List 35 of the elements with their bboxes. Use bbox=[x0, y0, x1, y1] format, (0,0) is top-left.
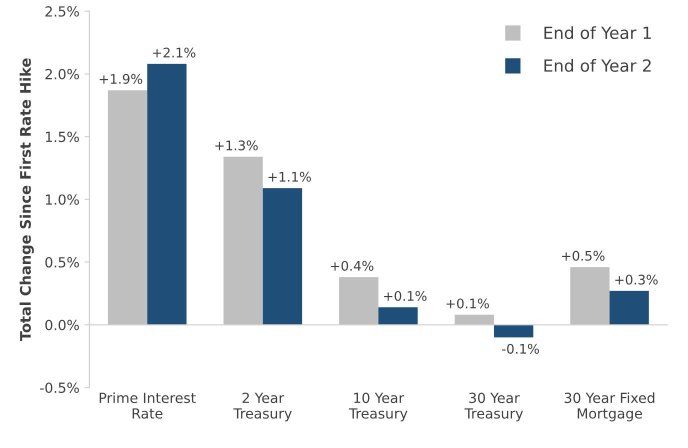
y-tick-label: 0.0% bbox=[45, 320, 79, 330]
data-label: +2.1% bbox=[152, 48, 196, 58]
bar bbox=[339, 277, 378, 325]
y-axis-title: Total Change Since First Rate Hike bbox=[20, 58, 34, 342]
data-label: +0.4% bbox=[330, 260, 374, 271]
data-label: +1.3% bbox=[215, 140, 258, 150]
data-label: +1.9% bbox=[100, 74, 142, 84]
bar bbox=[454, 314, 494, 325]
bar bbox=[494, 324, 534, 338]
data-label: +0.3% bbox=[615, 274, 658, 285]
x-tick-label: 10 Year Treasury bbox=[348, 392, 408, 422]
bar bbox=[108, 90, 148, 325]
data-label: -0.1% bbox=[502, 344, 539, 354]
bar bbox=[147, 64, 187, 325]
data-label: +0.1% bbox=[446, 298, 489, 308]
data-label: +1.1% bbox=[268, 172, 311, 182]
legend-label: End of Year 1 bbox=[544, 26, 651, 40]
bar bbox=[378, 307, 418, 325]
bar bbox=[224, 156, 263, 325]
y-tick-label: 1.5% bbox=[46, 132, 79, 142]
bar bbox=[570, 267, 610, 325]
x-tick-label: 30 Year Treasury bbox=[464, 392, 523, 422]
y-tick-label: 1.0% bbox=[46, 194, 79, 205]
x-tick-label: 30 Year Fixed Mortgage bbox=[564, 392, 654, 422]
data-label: +0.1% bbox=[384, 290, 427, 301]
bar bbox=[610, 290, 649, 325]
x-tick-label: Prime Interest Rate bbox=[100, 392, 196, 419]
y-tick-label: 2.0% bbox=[45, 68, 79, 80]
x-tick-label: 2 Year Treasury bbox=[233, 392, 292, 422]
bar bbox=[262, 188, 302, 325]
legend-label: End of Year 2 bbox=[544, 58, 651, 72]
y-tick-label: 2.5% bbox=[45, 6, 79, 17]
y-tick-label: 0.5% bbox=[45, 257, 79, 268]
y-tick-label: -0.5% bbox=[40, 382, 79, 393]
data-label: +0.5% bbox=[562, 250, 605, 261]
